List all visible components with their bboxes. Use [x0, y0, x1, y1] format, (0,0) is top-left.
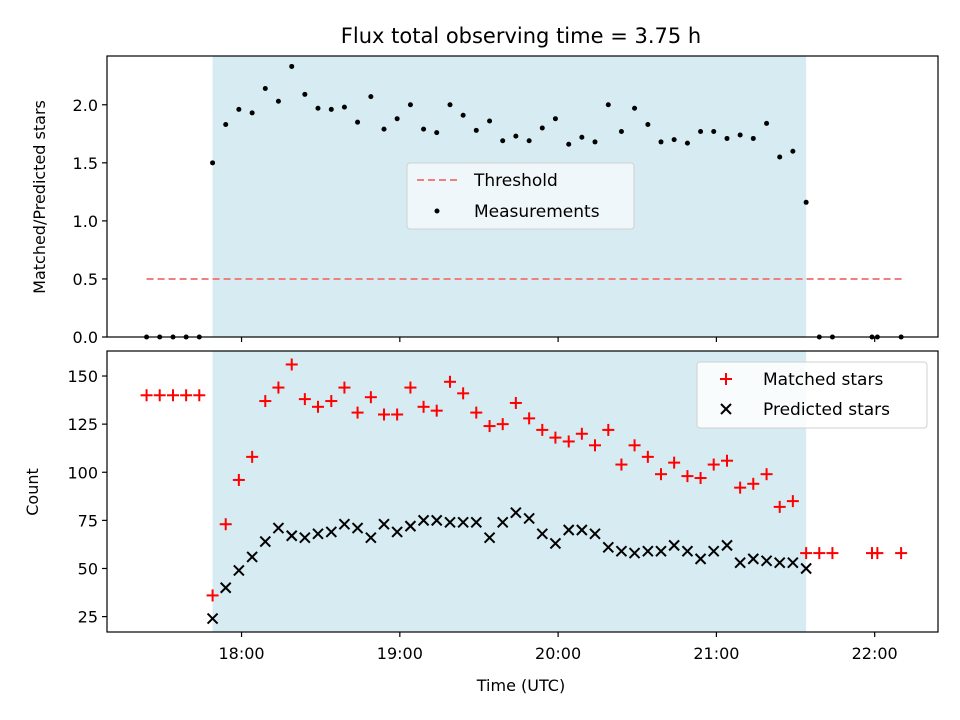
measurement-point: [672, 137, 677, 142]
measurement-point: [619, 129, 624, 134]
measurement-point: [527, 138, 532, 143]
measurement-point: [210, 160, 215, 165]
measurement-point: [645, 122, 650, 127]
measurement-point: [434, 130, 439, 135]
legend-measurements-swatch: [435, 209, 440, 214]
measurement-point: [329, 107, 334, 112]
x-tick-label: 22:00: [852, 644, 898, 663]
measurement-point: [289, 64, 294, 69]
measurement-point: [738, 132, 743, 137]
measurement-point: [764, 121, 769, 126]
measurement-point: [566, 142, 571, 147]
bottom-y-tick-label: 100: [67, 463, 98, 482]
measurement-point: [513, 134, 518, 139]
measurement-point: [487, 119, 492, 124]
measurement-point: [540, 125, 545, 130]
measurement-point: [500, 138, 505, 143]
chart-title: Flux total observing time = 3.75 h: [341, 24, 701, 48]
measurement-point: [395, 116, 400, 121]
x-tick-label: 21:00: [693, 644, 739, 663]
measurement-point: [421, 127, 426, 132]
top-y-tick-label: 0.5: [73, 270, 98, 289]
measurement-point: [302, 92, 307, 97]
chart-figure: Flux total observing time = 3.75 h 0.0 0.…: [0, 0, 960, 720]
x-axis-label: Time (UTC): [476, 676, 565, 695]
measurement-point: [685, 141, 690, 146]
measurement-point: [408, 102, 413, 107]
top-legend: Threshold Measurements: [407, 163, 634, 229]
top-y-tick-label: 1.0: [73, 212, 98, 231]
measurement-point: [553, 116, 558, 121]
bottom-y-tick-label: 25: [78, 608, 98, 627]
x-tick-label: 18:00: [218, 644, 264, 663]
measurement-point: [236, 107, 241, 112]
measurement-point: [342, 105, 347, 110]
bottom-legend: Matched stars Predicted stars: [697, 362, 927, 428]
measurement-point: [368, 94, 373, 99]
measurement-point: [461, 113, 466, 118]
measurement-point: [804, 200, 809, 205]
bottom-y-tick-label: 50: [78, 559, 98, 578]
legend-threshold-label: Threshold: [473, 171, 558, 191]
measurement-point: [382, 127, 387, 132]
bottom-y-tick-label: 125: [67, 415, 98, 434]
measurement-point: [474, 128, 479, 133]
measurement-point: [355, 120, 360, 125]
measurement-point: [250, 110, 255, 115]
legend-predicted-label: Predicted stars: [763, 400, 890, 420]
measurement-point: [223, 122, 228, 127]
measurement-point: [790, 149, 795, 154]
measurement-point: [725, 136, 730, 141]
top-y-tick-label: 2.0: [73, 96, 98, 115]
measurement-point: [711, 129, 716, 134]
measurement-point: [579, 135, 584, 140]
measurement-point: [592, 139, 597, 144]
bottom-y-tick-label: 150: [67, 367, 98, 386]
legend-matched-label: Matched stars: [763, 370, 883, 390]
bottom-y-tick-label: 75: [78, 511, 98, 530]
measurement-point: [751, 136, 756, 141]
top-y-axis-label: Matched/Predicted stars: [30, 100, 49, 294]
measurement-point: [606, 102, 611, 107]
top-y-tick-label: 0.0: [73, 328, 98, 347]
x-tick-label: 20:00: [535, 644, 581, 663]
measurement-point: [315, 106, 320, 111]
measurement-point: [698, 129, 703, 134]
measurement-point: [263, 86, 268, 91]
measurement-point: [448, 102, 453, 107]
top-y-tick-label: 1.5: [73, 154, 98, 173]
measurement-point: [659, 139, 664, 144]
legend-measurements-label: Measurements: [474, 202, 600, 222]
measurement-point: [632, 106, 637, 111]
measurement-point: [777, 155, 782, 160]
x-tick-label: 19:00: [377, 644, 423, 663]
measurement-point: [276, 99, 281, 104]
bottom-y-axis-label: Count: [23, 468, 42, 516]
